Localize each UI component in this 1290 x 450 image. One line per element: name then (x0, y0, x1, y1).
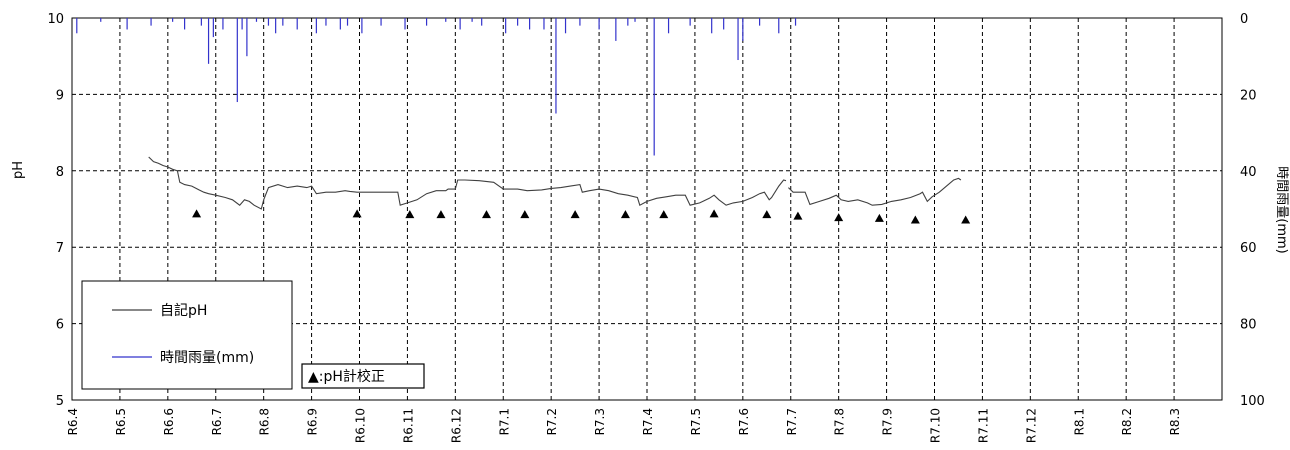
y-left-tick-label: 9 (56, 88, 64, 103)
x-tick-label: R7.10 (929, 408, 943, 443)
calibration-marker (405, 210, 415, 219)
x-tick-label: R7.12 (1024, 408, 1038, 443)
x-tick-label: R6.5 (114, 408, 128, 435)
x-tick-label: R7.8 (833, 408, 847, 435)
calibration-marker (620, 210, 630, 219)
x-tick-label: R6.8 (258, 408, 272, 435)
x-tick-label: R7.2 (545, 408, 559, 435)
x-tick-label: R8.3 (1168, 408, 1182, 435)
y-right-tick-label: 60 (1240, 241, 1257, 256)
calibration-marker (834, 213, 844, 222)
calibration-marker (659, 210, 669, 219)
calibration-marker (793, 211, 803, 220)
ph-series (148, 156, 962, 210)
x-axis: R6.4 R6.5 R6.6 R6.7 R6.8 R6.9 R6.10 R6.11 R6.12 R… (66, 408, 1182, 443)
calibration-marker (436, 210, 446, 219)
legend-label-rain: 時間雨量(mm) (160, 350, 254, 366)
x-tick-label: R7.11 (976, 408, 990, 443)
rainfall-series (76, 18, 797, 156)
y-axis-left: 5 6 7 8 9 10 (47, 12, 64, 409)
y-right-tick-label: 20 (1240, 88, 1257, 103)
calibration-marker (874, 213, 884, 222)
calibration-marker (520, 210, 530, 219)
calibration-marker (481, 210, 491, 219)
y-right-tick-label: 100 (1240, 394, 1265, 409)
x-tick-label: R6.12 (449, 408, 463, 443)
y-right-tick-label: 0 (1240, 12, 1248, 27)
x-tick-label: R8.1 (1072, 408, 1086, 435)
legend-label-ph: 自記pH (160, 302, 207, 319)
legend-box (81, 280, 293, 390)
y-axis-right: 0 20 40 60 80 100 (1240, 12, 1265, 409)
calibration-markers (192, 209, 971, 224)
x-tick-label: R6.9 (306, 408, 320, 435)
x-tick-label: R6.10 (354, 408, 368, 443)
x-tick-label: R6.11 (401, 408, 415, 443)
y-right-tick-label: 40 (1240, 165, 1257, 180)
calibration-marker (352, 209, 362, 218)
calibration-marker (762, 210, 772, 219)
x-tick-label: R6.7 (210, 408, 224, 435)
calibration-marker (570, 210, 580, 219)
y-left-tick-label: 8 (56, 165, 64, 180)
x-tick-label: R7.6 (737, 408, 751, 435)
x-tick-label: R6.4 (66, 408, 80, 435)
y-right-tick-label: 80 (1240, 318, 1257, 333)
y-left-tick-label: 7 (56, 241, 64, 256)
x-tick-label: R8.2 (1120, 408, 1134, 435)
y-axis-left-label: pH (11, 161, 26, 179)
x-tick-label: R6.6 (162, 408, 176, 435)
ph-line-late (788, 177, 962, 206)
calibration-marker (709, 209, 719, 218)
calibration-marker (910, 215, 920, 224)
calibration-marker (192, 209, 202, 218)
y-axis-right-label: 時間雨量(mm) (1274, 166, 1289, 253)
calibration-marker (961, 215, 971, 224)
y-left-tick-label: 6 (56, 318, 64, 333)
x-tick-label: R7.5 (689, 408, 703, 435)
calibration-note: ▲:pH計校正 (301, 363, 425, 389)
legend: 自記pH 時間雨量(mm) (81, 280, 293, 390)
y-left-tick-label: 10 (47, 12, 64, 27)
x-tick-label: R7.3 (593, 408, 607, 435)
ph-line (148, 156, 787, 210)
plot-frame (71, 17, 1223, 401)
x-tick-label: R7.7 (785, 408, 799, 435)
x-tick-label: R7.4 (641, 408, 655, 435)
x-tick-label: R7.9 (881, 408, 895, 435)
calibration-note-box (301, 363, 425, 389)
y-left-tick-label: 5 (56, 394, 64, 409)
x-tick-label: R7.1 (497, 408, 511, 435)
calibration-note-text: ▲:pH計校正 (308, 368, 385, 385)
